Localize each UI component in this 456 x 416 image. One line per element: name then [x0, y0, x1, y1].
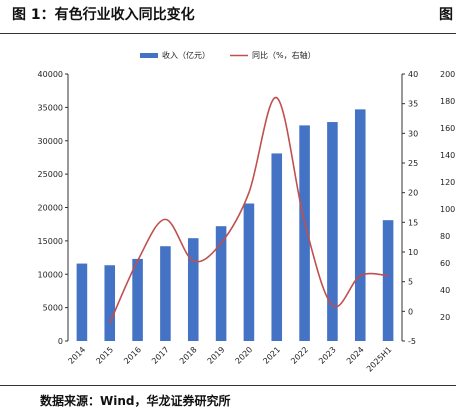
- left-tick-label: 35000: [38, 103, 63, 112]
- x-tick-label: 2017: [150, 345, 171, 366]
- revenue-bar: [187, 238, 199, 341]
- revenue-bar: [271, 153, 283, 341]
- data-source-note: 数据来源：Wind，华龙证券研究所: [40, 394, 231, 408]
- clipped-axis-label: 100: [440, 205, 455, 214]
- left-tick-label: 0: [58, 337, 63, 346]
- right-tick-label: 0: [408, 307, 413, 316]
- right-tick-label: 30: [408, 129, 418, 138]
- x-tick-label: 2016: [122, 345, 143, 366]
- left-tick-label: 5000: [43, 304, 63, 313]
- x-tick-label: 2023: [317, 345, 338, 366]
- line-series: [109, 96, 389, 324]
- x-tick-label: 2018: [178, 345, 199, 366]
- right-tick-label: 10: [408, 248, 418, 257]
- bottom-rule: [0, 385, 456, 386]
- right-tick-label: 35: [408, 100, 418, 109]
- legend-bar-label: 收入（亿元）: [162, 50, 210, 60]
- left-tick-label: 30000: [38, 137, 63, 146]
- clipped-next-figure-title: 图: [439, 7, 453, 23]
- clipped-axis-label: 80: [440, 232, 450, 241]
- right-tick-label: 15: [408, 218, 418, 227]
- revenue-bar: [243, 203, 255, 341]
- x-tick-label: 2025H1: [365, 345, 394, 374]
- left-tick-label: 20000: [38, 204, 63, 213]
- clipped-axis-label: 60: [440, 259, 450, 268]
- x-tick-label: 2015: [94, 345, 115, 366]
- clipped-axis-label: 140: [440, 151, 455, 160]
- x-tick-label: 2020: [234, 345, 255, 366]
- right-tick-label: 25: [408, 159, 418, 168]
- revenue-bar: [382, 220, 394, 341]
- x-tick-label: 2021: [261, 345, 282, 366]
- right-tick-label: 40: [408, 70, 418, 79]
- clipped-next-chart-axis: 200 180 160 140 120 100 80 60 40 20: [440, 70, 455, 322]
- x-tick-label: 2022: [289, 345, 310, 366]
- clipped-axis-label: 120: [440, 178, 455, 187]
- revenue-bar: [132, 258, 143, 341]
- right-tick-label: -5: [408, 337, 416, 346]
- left-tick-label: 25000: [38, 170, 63, 179]
- bar-series: [76, 109, 394, 342]
- x-axis: 2014 2015 2016 2017 2018 2019 2020 2021 2022 2023…: [67, 345, 394, 374]
- revenue-bar: [104, 265, 116, 341]
- revenue-bar: [299, 125, 310, 342]
- revenue-bar: [327, 122, 338, 341]
- x-tick-label: 2019: [206, 345, 227, 366]
- left-tick-label: 40000: [38, 70, 63, 79]
- figure-title: 图 1：有色行业收入同比变化: [12, 7, 195, 23]
- legend-line-label: 同比（%，右轴）: [252, 50, 316, 60]
- clipped-axis-label: 180: [440, 97, 455, 106]
- right-tick-label: 20: [408, 189, 418, 198]
- left-tick-label: 15000: [38, 237, 63, 246]
- left-y-axis: 0 5000 10000 15000 20000 25000 30000 35000 40000: [38, 70, 69, 346]
- x-tick-label: 2014: [67, 345, 88, 366]
- chart-legend: 收入（亿元） 同比（%，右轴）: [140, 50, 316, 60]
- right-tick-label: 5: [408, 278, 413, 287]
- clipped-axis-label: 200: [440, 70, 455, 79]
- clipped-axis-label: 160: [440, 124, 455, 133]
- left-tick-label: 10000: [38, 270, 63, 279]
- revenue-yoy-chart: 收入（亿元） 同比（%，右轴） 0 5000 10000 15000 20000 25000…: [38, 50, 456, 374]
- clipped-axis-label: 20: [440, 313, 450, 322]
- legend-bar-swatch: [140, 53, 158, 58]
- clipped-axis-label: 40: [440, 286, 450, 295]
- revenue-bar: [354, 109, 366, 341]
- yoy-growth-line: [109, 96, 389, 324]
- x-tick-label: 2024: [345, 345, 366, 366]
- top-rule: [0, 33, 456, 34]
- revenue-bar: [76, 263, 88, 341]
- revenue-bar: [215, 226, 227, 341]
- right-y-axis: -5 0 5 10 15 20 25 30 35 40: [401, 70, 418, 346]
- revenue-bar: [160, 246, 171, 341]
